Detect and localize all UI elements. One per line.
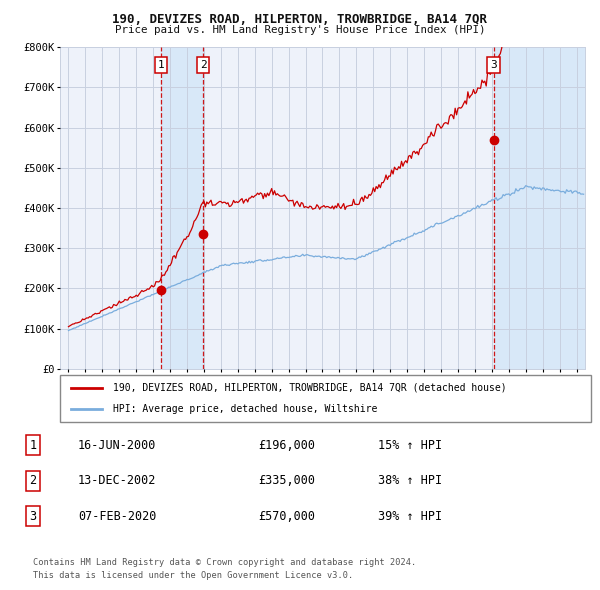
Text: 3: 3 bbox=[29, 510, 37, 523]
Text: 38% ↑ HPI: 38% ↑ HPI bbox=[378, 474, 442, 487]
Text: Contains HM Land Registry data © Crown copyright and database right 2024.: Contains HM Land Registry data © Crown c… bbox=[33, 558, 416, 566]
Text: 1: 1 bbox=[158, 60, 164, 70]
Text: This data is licensed under the Open Government Licence v3.0.: This data is licensed under the Open Gov… bbox=[33, 571, 353, 580]
Text: 16-JUN-2000: 16-JUN-2000 bbox=[78, 439, 157, 452]
Text: 3: 3 bbox=[490, 60, 497, 70]
Text: 39% ↑ HPI: 39% ↑ HPI bbox=[378, 510, 442, 523]
Text: 07-FEB-2020: 07-FEB-2020 bbox=[78, 510, 157, 523]
Text: 190, DEVIZES ROAD, HILPERTON, TROWBRIDGE, BA14 7QR (detached house): 190, DEVIZES ROAD, HILPERTON, TROWBRIDGE… bbox=[113, 383, 507, 393]
Bar bbox=[161, 47, 203, 369]
Text: 15% ↑ HPI: 15% ↑ HPI bbox=[378, 439, 442, 452]
Text: 1: 1 bbox=[29, 439, 37, 452]
Text: 13-DEC-2002: 13-DEC-2002 bbox=[78, 474, 157, 487]
Bar bbox=[494, 47, 585, 369]
Text: 190, DEVIZES ROAD, HILPERTON, TROWBRIDGE, BA14 7QR: 190, DEVIZES ROAD, HILPERTON, TROWBRIDGE… bbox=[113, 13, 487, 26]
Text: £335,000: £335,000 bbox=[258, 474, 315, 487]
Text: HPI: Average price, detached house, Wiltshire: HPI: Average price, detached house, Wilt… bbox=[113, 404, 377, 414]
Text: 2: 2 bbox=[200, 60, 206, 70]
FancyBboxPatch shape bbox=[60, 375, 591, 422]
Text: £570,000: £570,000 bbox=[258, 510, 315, 523]
Text: Price paid vs. HM Land Registry's House Price Index (HPI): Price paid vs. HM Land Registry's House … bbox=[115, 25, 485, 35]
Text: 2: 2 bbox=[29, 474, 37, 487]
Text: £196,000: £196,000 bbox=[258, 439, 315, 452]
